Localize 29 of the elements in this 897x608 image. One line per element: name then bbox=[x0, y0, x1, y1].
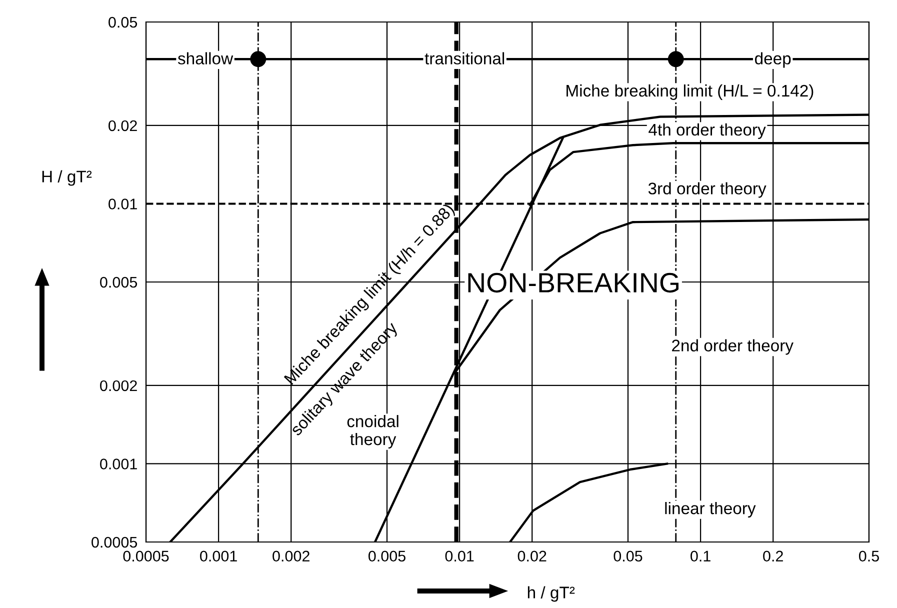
annotation: shallow bbox=[178, 52, 234, 64]
x-tick-label: 0.1 bbox=[690, 550, 710, 562]
x-tick-label: 0.2 bbox=[763, 550, 783, 562]
annotation: transitional bbox=[424, 52, 504, 64]
y-tick-label: 0.001 bbox=[100, 458, 137, 470]
x-tick-label: 0.05 bbox=[614, 550, 642, 562]
y-tick-label: 0.02 bbox=[108, 120, 137, 132]
y-tick-label: 0.0005 bbox=[92, 536, 138, 548]
annotation: cnoidal theory bbox=[347, 415, 398, 449]
x-tick-label: 0.005 bbox=[368, 550, 406, 562]
y-tick-label: 0.05 bbox=[108, 16, 138, 28]
y-tick-label: 0.002 bbox=[100, 380, 137, 392]
annotation: 3rd order theory bbox=[648, 182, 766, 198]
x-tick-label: 0.002 bbox=[272, 550, 310, 562]
annotation: deep bbox=[755, 52, 791, 68]
annotation: 4th order theory bbox=[648, 123, 766, 139]
annotation: Miche breaking limit (H/L = 0.142) bbox=[566, 84, 814, 100]
x-tick-label: 0.02 bbox=[518, 550, 546, 562]
annotation: NON-BREAKING bbox=[468, 272, 678, 293]
x-tick-label: 0.01 bbox=[445, 550, 474, 562]
y-tick-label: 0.01 bbox=[108, 198, 137, 210]
x-axis-title: h / gT² bbox=[528, 586, 575, 602]
x-tick-label: 0.001 bbox=[200, 550, 237, 562]
y-axis-title: H / gT² bbox=[42, 170, 92, 186]
x-tick-label: 0.5 bbox=[858, 550, 879, 562]
annotation: 2nd order theory bbox=[672, 339, 794, 355]
y-tick-label: 0.005 bbox=[100, 276, 138, 288]
annotation: linear theory bbox=[665, 502, 756, 518]
x-tick-label: 0.0005 bbox=[123, 550, 169, 562]
